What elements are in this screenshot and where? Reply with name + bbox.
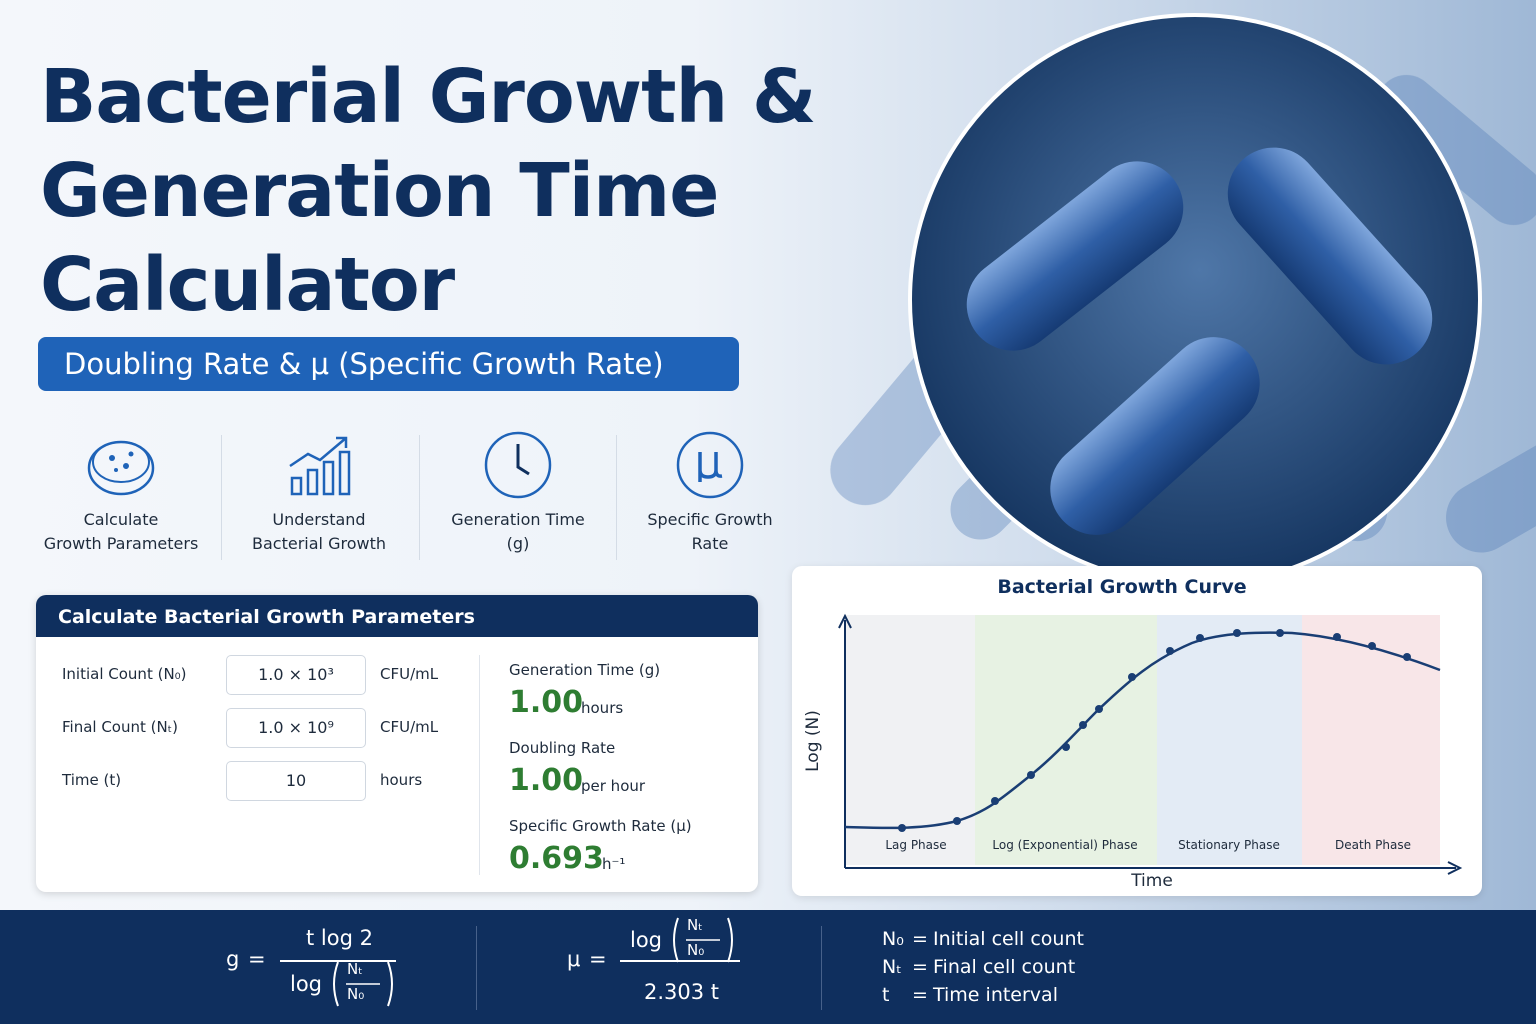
formula-sign: = xyxy=(248,947,266,971)
legend-sign: = xyxy=(912,928,928,950)
phase-band xyxy=(975,615,1157,865)
formula-log: log xyxy=(290,972,323,996)
title-line: Bacterial Growth & xyxy=(40,54,816,140)
result-value: 1.00 xyxy=(509,685,584,720)
chart-title: Bacterial Growth Curve xyxy=(997,576,1246,598)
formula-log: log xyxy=(630,928,663,952)
separator xyxy=(616,435,617,560)
clock-icon xyxy=(484,431,552,499)
chart-panel: Bacterial Growth Curve Lag Phase Log (Ex… xyxy=(792,566,1482,896)
phase-label: Lag Phase xyxy=(885,838,946,852)
phase-label: Log (Exponential) Phase xyxy=(992,838,1137,852)
x-axis-label: Time xyxy=(1130,871,1173,891)
legend-sign: = xyxy=(912,956,928,978)
calculator-card: Calculate Bacterial Growth Parameters In… xyxy=(36,595,758,892)
formula-top: Nₜ xyxy=(347,960,363,978)
phase-band xyxy=(1157,615,1302,865)
separator xyxy=(221,435,222,560)
curve-dots xyxy=(898,629,1411,832)
feature: Generation Time (g) xyxy=(423,430,613,556)
legend-meaning: Initial cell count xyxy=(933,928,1084,950)
axes xyxy=(838,613,1463,875)
result-unit: hours xyxy=(581,699,624,717)
phase-band xyxy=(1302,615,1440,865)
parentheses xyxy=(333,961,393,1007)
result-value: 1.00 xyxy=(509,763,584,798)
input-unit: CFU/mL xyxy=(380,718,439,736)
input-label: Final Count (Nₜ) xyxy=(62,718,179,736)
phase-label: Death Phase xyxy=(1335,838,1411,852)
feature: Understand Bacterial Growth xyxy=(224,430,414,556)
feature-line: Growth Parameters xyxy=(43,534,199,553)
fraction-bar xyxy=(620,960,740,962)
feature-line: Specific Growth xyxy=(647,510,773,529)
separator xyxy=(419,435,420,560)
phase-label: Stationary Phase xyxy=(1178,838,1280,852)
formula-footer: g = t log 2 log Nₜ N₀ μ = 2.303 t log Nₜ N₀ N₀ = Init… xyxy=(0,910,1536,1024)
input-label: Time (t) xyxy=(62,771,122,789)
y-axis-label: Log (N) xyxy=(803,710,823,772)
feature-line: Understand xyxy=(272,510,366,529)
dish-icon xyxy=(87,440,155,496)
legend-symbol: N₀ xyxy=(882,928,904,950)
result-unit: per hour xyxy=(581,777,646,795)
phase-band xyxy=(845,615,975,865)
feature-line: Rate xyxy=(691,534,729,553)
formula-bottom: N₀ xyxy=(347,985,365,1003)
legend-sign: = xyxy=(912,984,928,1006)
formula-term: 2.303 t xyxy=(644,980,720,1004)
parentheses xyxy=(673,917,733,963)
formula-term: t log 2 xyxy=(306,926,373,950)
separator xyxy=(821,926,822,1010)
title-line: Generation Time xyxy=(40,148,719,234)
feature-line: (g) xyxy=(506,534,530,553)
legend-meaning: Time interval xyxy=(933,984,1058,1006)
legend-symbol: Nₜ xyxy=(882,956,902,978)
fraction-bar xyxy=(280,960,396,962)
input-unit: hours xyxy=(380,771,423,789)
feature: Specific Growth Rate xyxy=(615,430,805,556)
bacteria-illustration xyxy=(830,13,1536,587)
legend-meaning: Final cell count xyxy=(933,956,1076,978)
input-box: 1.0 × 10⁹ xyxy=(226,708,366,748)
input-box: 1.0 × 10³ xyxy=(226,655,366,695)
formula-bottom: N₀ xyxy=(687,941,705,959)
feature-line: Generation Time xyxy=(451,510,585,529)
feature: Calculate Growth Parameters xyxy=(26,430,216,556)
growth-icon xyxy=(289,436,351,496)
formula-sign: = xyxy=(589,947,607,971)
separator xyxy=(476,926,477,1010)
result-unit: h⁻¹ xyxy=(602,855,626,873)
result-label: Generation Time (g) xyxy=(509,661,661,679)
result-value: 0.693 xyxy=(509,841,604,876)
input-box: 10 xyxy=(226,761,366,801)
subtitle: Doubling Rate & μ (Specific Growth Rate) xyxy=(38,337,739,391)
title-line: Calculator xyxy=(40,242,455,328)
input-unit: CFU/mL xyxy=(380,665,439,683)
input-label: Initial Count (N₀) xyxy=(62,665,187,683)
growth-chart: Bacterial Growth Curve Lag Phase Log (Ex… xyxy=(803,576,1463,891)
separator xyxy=(479,655,480,875)
formula-lhs: μ xyxy=(567,947,581,971)
result-label: Specific Growth Rate (μ) xyxy=(509,817,692,835)
feature-line: Calculate xyxy=(83,510,159,529)
feature-line: Bacterial Growth xyxy=(252,534,386,553)
legend-symbol: t xyxy=(882,984,890,1006)
result-label: Doubling Rate xyxy=(509,739,616,757)
mu-icon xyxy=(676,431,744,499)
formula-lhs: g xyxy=(226,947,240,971)
title: Bacterial Growth & Generation Time Calcu… xyxy=(40,50,816,332)
card-title: Calculate Bacterial Growth Parameters xyxy=(36,595,758,637)
formula-top: Nₜ xyxy=(687,916,703,934)
